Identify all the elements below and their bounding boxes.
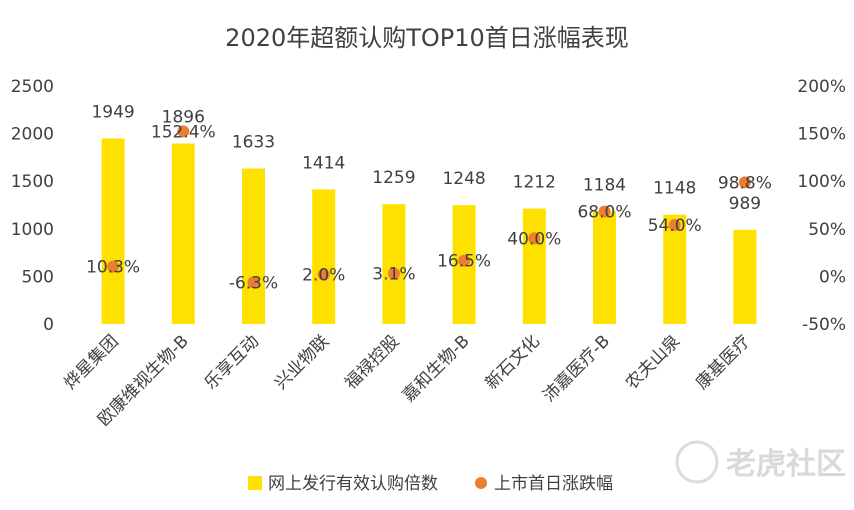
category-label: 嘉和生物-B xyxy=(399,331,474,406)
dot-value-label: 10.3% xyxy=(86,258,140,278)
bar xyxy=(312,189,336,324)
right-tick-label: 100% xyxy=(797,172,846,192)
category-label: 沛嘉医疗-B xyxy=(539,331,614,406)
bar-value-label: 1184 xyxy=(583,175,626,195)
bar-value-label: 1148 xyxy=(653,179,696,199)
bar xyxy=(663,214,687,324)
dot-series xyxy=(107,125,751,289)
bar-value-label: 1259 xyxy=(372,168,415,188)
dot-value-label: 54.0% xyxy=(648,216,702,236)
left-tick-label: 2000 xyxy=(11,125,54,145)
bar-data-labels: 1949 1896 1633 1414 1259 1248 1212 1184 1148 989 xyxy=(91,102,761,213)
left-tick-label: 0 xyxy=(43,315,54,335)
watermark-logo-icon xyxy=(675,440,719,484)
dot-value-label: 40.0% xyxy=(507,229,561,249)
bar xyxy=(242,168,265,324)
category-label: 福禄控股 xyxy=(341,331,403,393)
dot xyxy=(668,218,681,231)
category-label: 乐享互动 xyxy=(201,331,263,393)
dot-value-label: 16.5% xyxy=(437,252,491,272)
watermark-text: 老虎社区 xyxy=(726,447,846,482)
bar-value-label: 1212 xyxy=(513,173,556,193)
bar-value-label: 1896 xyxy=(162,108,205,128)
dot-value-label: 98.8% xyxy=(718,173,772,193)
dot xyxy=(528,232,541,245)
left-tick-label: 1000 xyxy=(11,220,54,240)
chart-title: 2020年超额认购TOP10首日涨幅表现 xyxy=(225,24,629,52)
left-axis-ticks: 0 500 1000 1500 2000 2500 xyxy=(11,77,54,335)
dot xyxy=(317,268,330,281)
right-tick-label: -50% xyxy=(802,315,846,335)
left-tick-label: 500 xyxy=(22,267,54,287)
bar-value-label: 1248 xyxy=(442,169,485,189)
bar-value-label: 1414 xyxy=(302,153,345,173)
legend-bar-label: 网上发行有效认购倍数 xyxy=(268,474,438,494)
right-tick-label: 50% xyxy=(808,220,846,240)
right-tick-label: 0% xyxy=(819,267,846,287)
legend-bar-swatch xyxy=(248,476,262,490)
bar xyxy=(101,138,125,324)
category-label: 烨星集团 xyxy=(60,331,122,393)
dot xyxy=(458,254,471,267)
right-axis-ticks: -50% 0% 50% 100% 150% 200% xyxy=(797,77,846,335)
dot-value-label: -6.3% xyxy=(229,273,278,293)
watermark: 老虎社区 xyxy=(675,440,846,484)
legend: 网上发行有效认购倍数 上市首日涨跌幅 xyxy=(248,474,613,494)
bar-series xyxy=(101,138,757,324)
bar-value-label: 989 xyxy=(729,194,761,214)
right-tick-label: 150% xyxy=(797,125,846,145)
bar xyxy=(593,211,616,324)
left-tick-label: 1500 xyxy=(11,172,54,192)
right-tick-label: 200% xyxy=(797,77,846,97)
left-tick-label: 2500 xyxy=(11,77,54,97)
bar xyxy=(382,204,406,324)
category-label: 兴业物联 xyxy=(271,331,333,393)
dot-value-label: 2.0% xyxy=(302,265,345,285)
dot xyxy=(177,125,190,138)
dot xyxy=(738,176,751,189)
bar xyxy=(171,143,195,324)
bar xyxy=(733,229,757,324)
dot-value-label: 68.0% xyxy=(577,203,631,223)
category-label: 康基医疗 xyxy=(692,331,754,393)
dot xyxy=(598,205,611,218)
legend-dot-label: 上市首日涨跌幅 xyxy=(494,474,613,494)
dot-value-label: 152.4% xyxy=(151,122,216,142)
bar xyxy=(522,208,546,324)
bar-value-label: 1949 xyxy=(91,102,134,122)
category-label: 新石文化 xyxy=(482,331,544,393)
dot xyxy=(107,260,120,273)
dot-value-label: 3.1% xyxy=(372,264,415,284)
dot xyxy=(247,276,260,289)
legend-dot-swatch xyxy=(475,477,487,489)
dot-data-labels: 10.3% 152.4% -6.3% 2.0% 3.1% 16.5% 40.0% 68.0% 5… xyxy=(86,122,772,293)
category-label: 农夫山泉 xyxy=(622,331,684,393)
dot xyxy=(387,267,400,280)
bar-value-label: 1633 xyxy=(232,133,275,153)
